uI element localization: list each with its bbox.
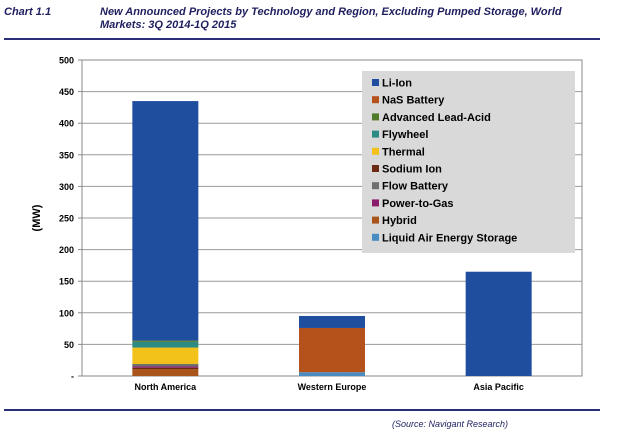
bar-segment [465, 271, 532, 376]
y-tick-label: 500 [59, 56, 74, 66]
legend-box [362, 71, 575, 253]
legend-label: Flywheel [382, 129, 428, 141]
bar-segment [299, 372, 365, 376]
y-tick-label: 450 [59, 87, 74, 97]
legend-swatch [372, 199, 379, 207]
bottom-divider [4, 409, 600, 411]
y-tick-label: 200 [59, 245, 74, 255]
legend-label: Thermal [382, 146, 425, 158]
top-divider [4, 38, 600, 40]
bar-segment [299, 315, 365, 328]
legend-swatch [372, 113, 379, 121]
y-tick-label: 100 [59, 308, 74, 318]
bar-segment [299, 327, 365, 373]
stacked-bar-chart: - 50 100 150 200 250 300 350 400 450 500 (MW) Nort… [31, 56, 583, 392]
bar-segment [132, 363, 199, 367]
legend-items: Li-Ion NaS Battery Advanced Lead-Acid Flywh… [372, 78, 517, 244]
source-note: (Source: Navigant Research) [392, 419, 509, 429]
y-tick-label: 400 [59, 119, 74, 129]
x-tick-label: Asia Pacific [473, 382, 524, 392]
bar-segment [132, 366, 199, 368]
y-tick-label: - [71, 372, 74, 382]
bar-segment [132, 369, 199, 376]
x-axis-labels: North America Western Europe Asia Pacific [134, 382, 523, 392]
y-tick-label: 300 [59, 182, 74, 192]
legend-label: Advanced Lead-Acid [382, 112, 491, 124]
legend-swatch [372, 79, 379, 86]
legend-label: Sodium Ion [382, 164, 442, 176]
bars [132, 101, 532, 376]
chart-number-label: Chart 1.1 [4, 6, 52, 18]
legend-swatch [372, 147, 379, 155]
bar-segment [132, 341, 199, 348]
legend-label: NaS Battery [382, 95, 445, 107]
legend-label: Li-Ion [382, 78, 412, 90]
legend-label: Hybrid [382, 215, 417, 227]
y-tick-label: 250 [59, 214, 74, 224]
y-axis-ticks: - 50 100 150 200 250 300 350 400 450 500 [59, 56, 82, 382]
legend-swatch [372, 130, 379, 138]
bar-segment [132, 340, 199, 342]
bar-segment [132, 101, 199, 341]
y-axis-title: (MW) [31, 204, 43, 231]
y-tick-label: 50 [64, 340, 74, 350]
legend-swatch [372, 96, 379, 104]
x-tick-label: Western Europe [298, 382, 367, 392]
legend-label: Power-to-Gas [382, 198, 454, 210]
legend-swatch [372, 233, 379, 241]
x-tick-label: North America [134, 382, 197, 392]
chart-title: New Announced Projects by Technology and… [100, 6, 562, 31]
legend-swatch [372, 165, 379, 172]
y-tick-label: 150 [59, 277, 74, 287]
legend-swatch [372, 216, 379, 224]
legend-label: Flow Battery [382, 181, 449, 193]
legend-label: Liquid Air Energy Storage [382, 232, 517, 244]
legend: Li-Ion NaS Battery Advanced Lead-Acid Flywh… [362, 71, 575, 253]
legend-swatch [372, 182, 379, 190]
bar-segment [132, 367, 199, 370]
y-tick-label: 350 [59, 150, 74, 160]
bar-segment [132, 347, 199, 364]
